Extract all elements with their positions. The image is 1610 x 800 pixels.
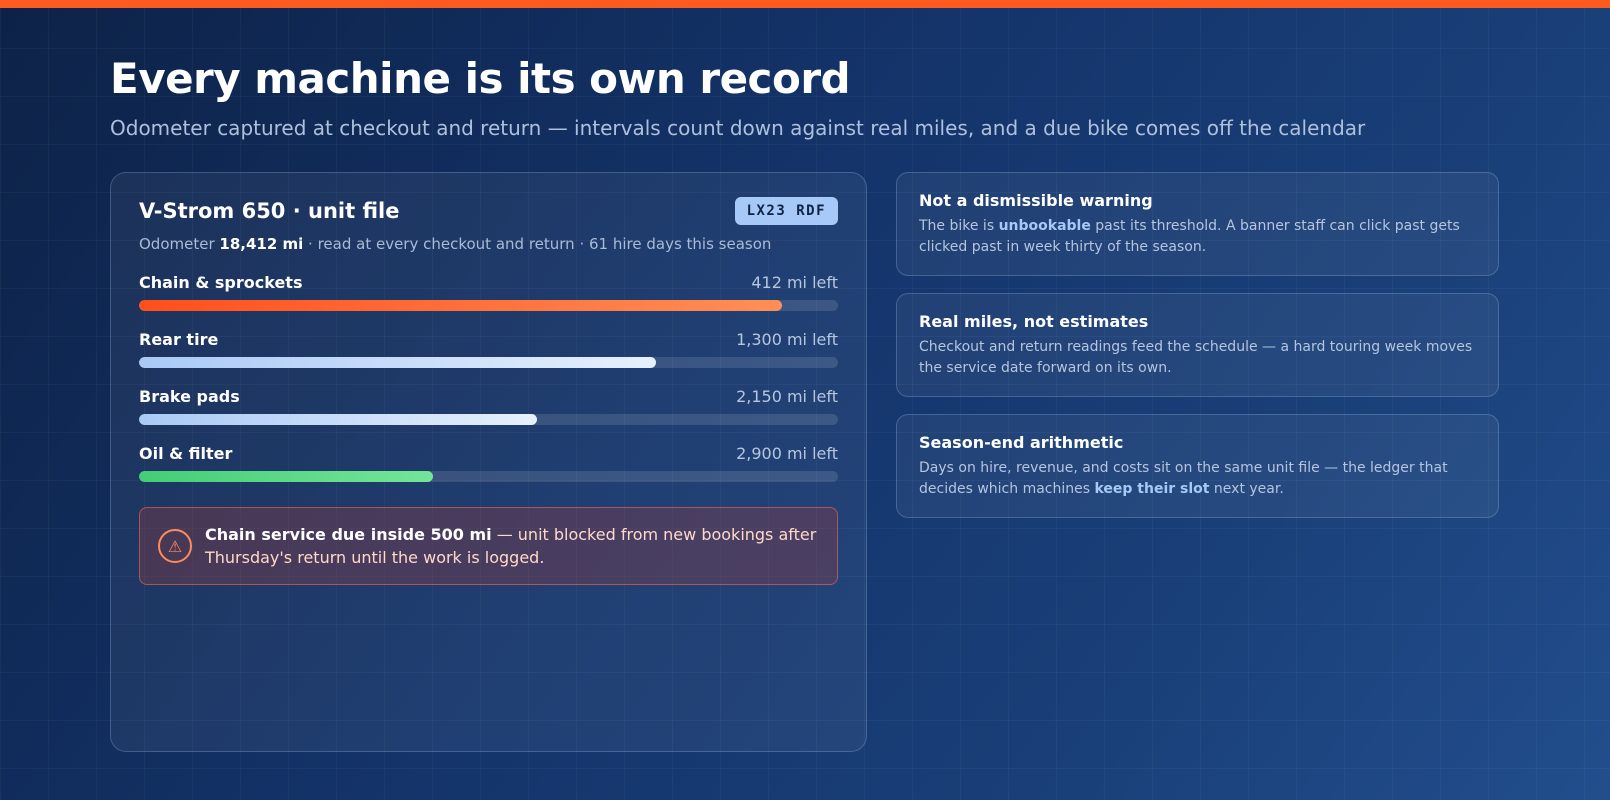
note-body: Checkout and return readings feed the sc…	[919, 339, 1473, 376]
interval-progress-track	[139, 357, 838, 368]
note-text: next year.	[1209, 481, 1284, 497]
meta-prefix: Odometer	[139, 235, 220, 253]
interval-progress-track	[139, 300, 838, 311]
alert-rest: — unit blocked from new bookings after T…	[205, 525, 817, 567]
interval-remaining: 412 mi left	[751, 273, 838, 292]
interval-progress-fill	[139, 414, 538, 425]
warning-triangle-icon: ⚠	[158, 529, 192, 563]
interval-rear-tire: Rear tire 1,300 mi left	[139, 330, 838, 387]
note-body: The bike is unbookable past its threshol…	[919, 216, 1476, 258]
interval-progress-fill	[139, 300, 783, 311]
accent-top-bar	[0, 0, 1610, 8]
note-title: Not a dismissible warning	[919, 191, 1153, 210]
note-card-real-miles: Real miles, not estimates Checkout and r…	[896, 293, 1499, 397]
service-due-alert: ⚠ Chain service due inside 500 mi — unit…	[139, 507, 838, 585]
page-subtitle: Odometer captured at checkout and return…	[110, 116, 1366, 140]
interval-name: Rear tire	[139, 330, 219, 349]
registration-plate-badge: LX23 RDF	[734, 197, 838, 225]
interval-remaining: 2,900 mi left	[736, 444, 838, 463]
note-text: The bike is	[919, 218, 999, 234]
note-card-season-end: Season-end arithmetic Days on hire, reve…	[896, 414, 1499, 518]
page-title: Every machine is its own record	[110, 54, 851, 103]
note-title: Season-end arithmetic	[919, 433, 1124, 452]
note-text: past its threshold. A banner staff can c…	[919, 218, 1460, 255]
note-body: Days on hire, revenue, and costs sit on …	[919, 458, 1476, 500]
note-card-not-dismissible: Not a dismissible warning The bike is un…	[896, 172, 1499, 276]
interval-remaining: 2,150 mi left	[736, 387, 838, 406]
odometer-reading: 18,412 mi	[219, 235, 304, 253]
interval-progress-track	[139, 471, 838, 482]
alert-message: Chain service due inside 500 mi — unit b…	[205, 523, 825, 569]
interval-progress-fill	[139, 471, 433, 482]
unit-title: V-Strom 650 · unit file	[139, 199, 400, 223]
interval-chain-sprockets: Chain & sprockets 412 mi left	[139, 273, 838, 330]
interval-name: Oil & filter	[139, 444, 233, 463]
unit-meta: Odometer 18,412 mi · read at every check…	[139, 235, 771, 253]
interval-progress-track	[139, 414, 838, 425]
interval-remaining: 1,300 mi left	[736, 330, 838, 349]
interval-oil-filter: Oil & filter 2,900 mi left	[139, 444, 838, 501]
interval-name: Brake pads	[139, 387, 240, 406]
note-title: Real miles, not estimates	[919, 312, 1149, 331]
note-text: Days on hire, revenue, and costs sit on …	[919, 460, 1448, 497]
note-highlight: keep their slot	[1094, 481, 1210, 497]
unit-file-card: V-Strom 650 · unit file LX23 RDF Odomete…	[110, 172, 867, 752]
service-intervals: Chain & sprockets 412 mi left Rear tire …	[139, 273, 838, 501]
interval-progress-fill	[139, 357, 657, 368]
interval-brake-pads: Brake pads 2,150 mi left	[139, 387, 838, 444]
note-highlight: unbookable	[998, 218, 1091, 234]
interval-name: Chain & sprockets	[139, 273, 303, 292]
alert-strong: Chain service due inside 500 mi	[205, 525, 492, 544]
meta-suffix: · read at every checkout and return · 61…	[303, 235, 772, 253]
